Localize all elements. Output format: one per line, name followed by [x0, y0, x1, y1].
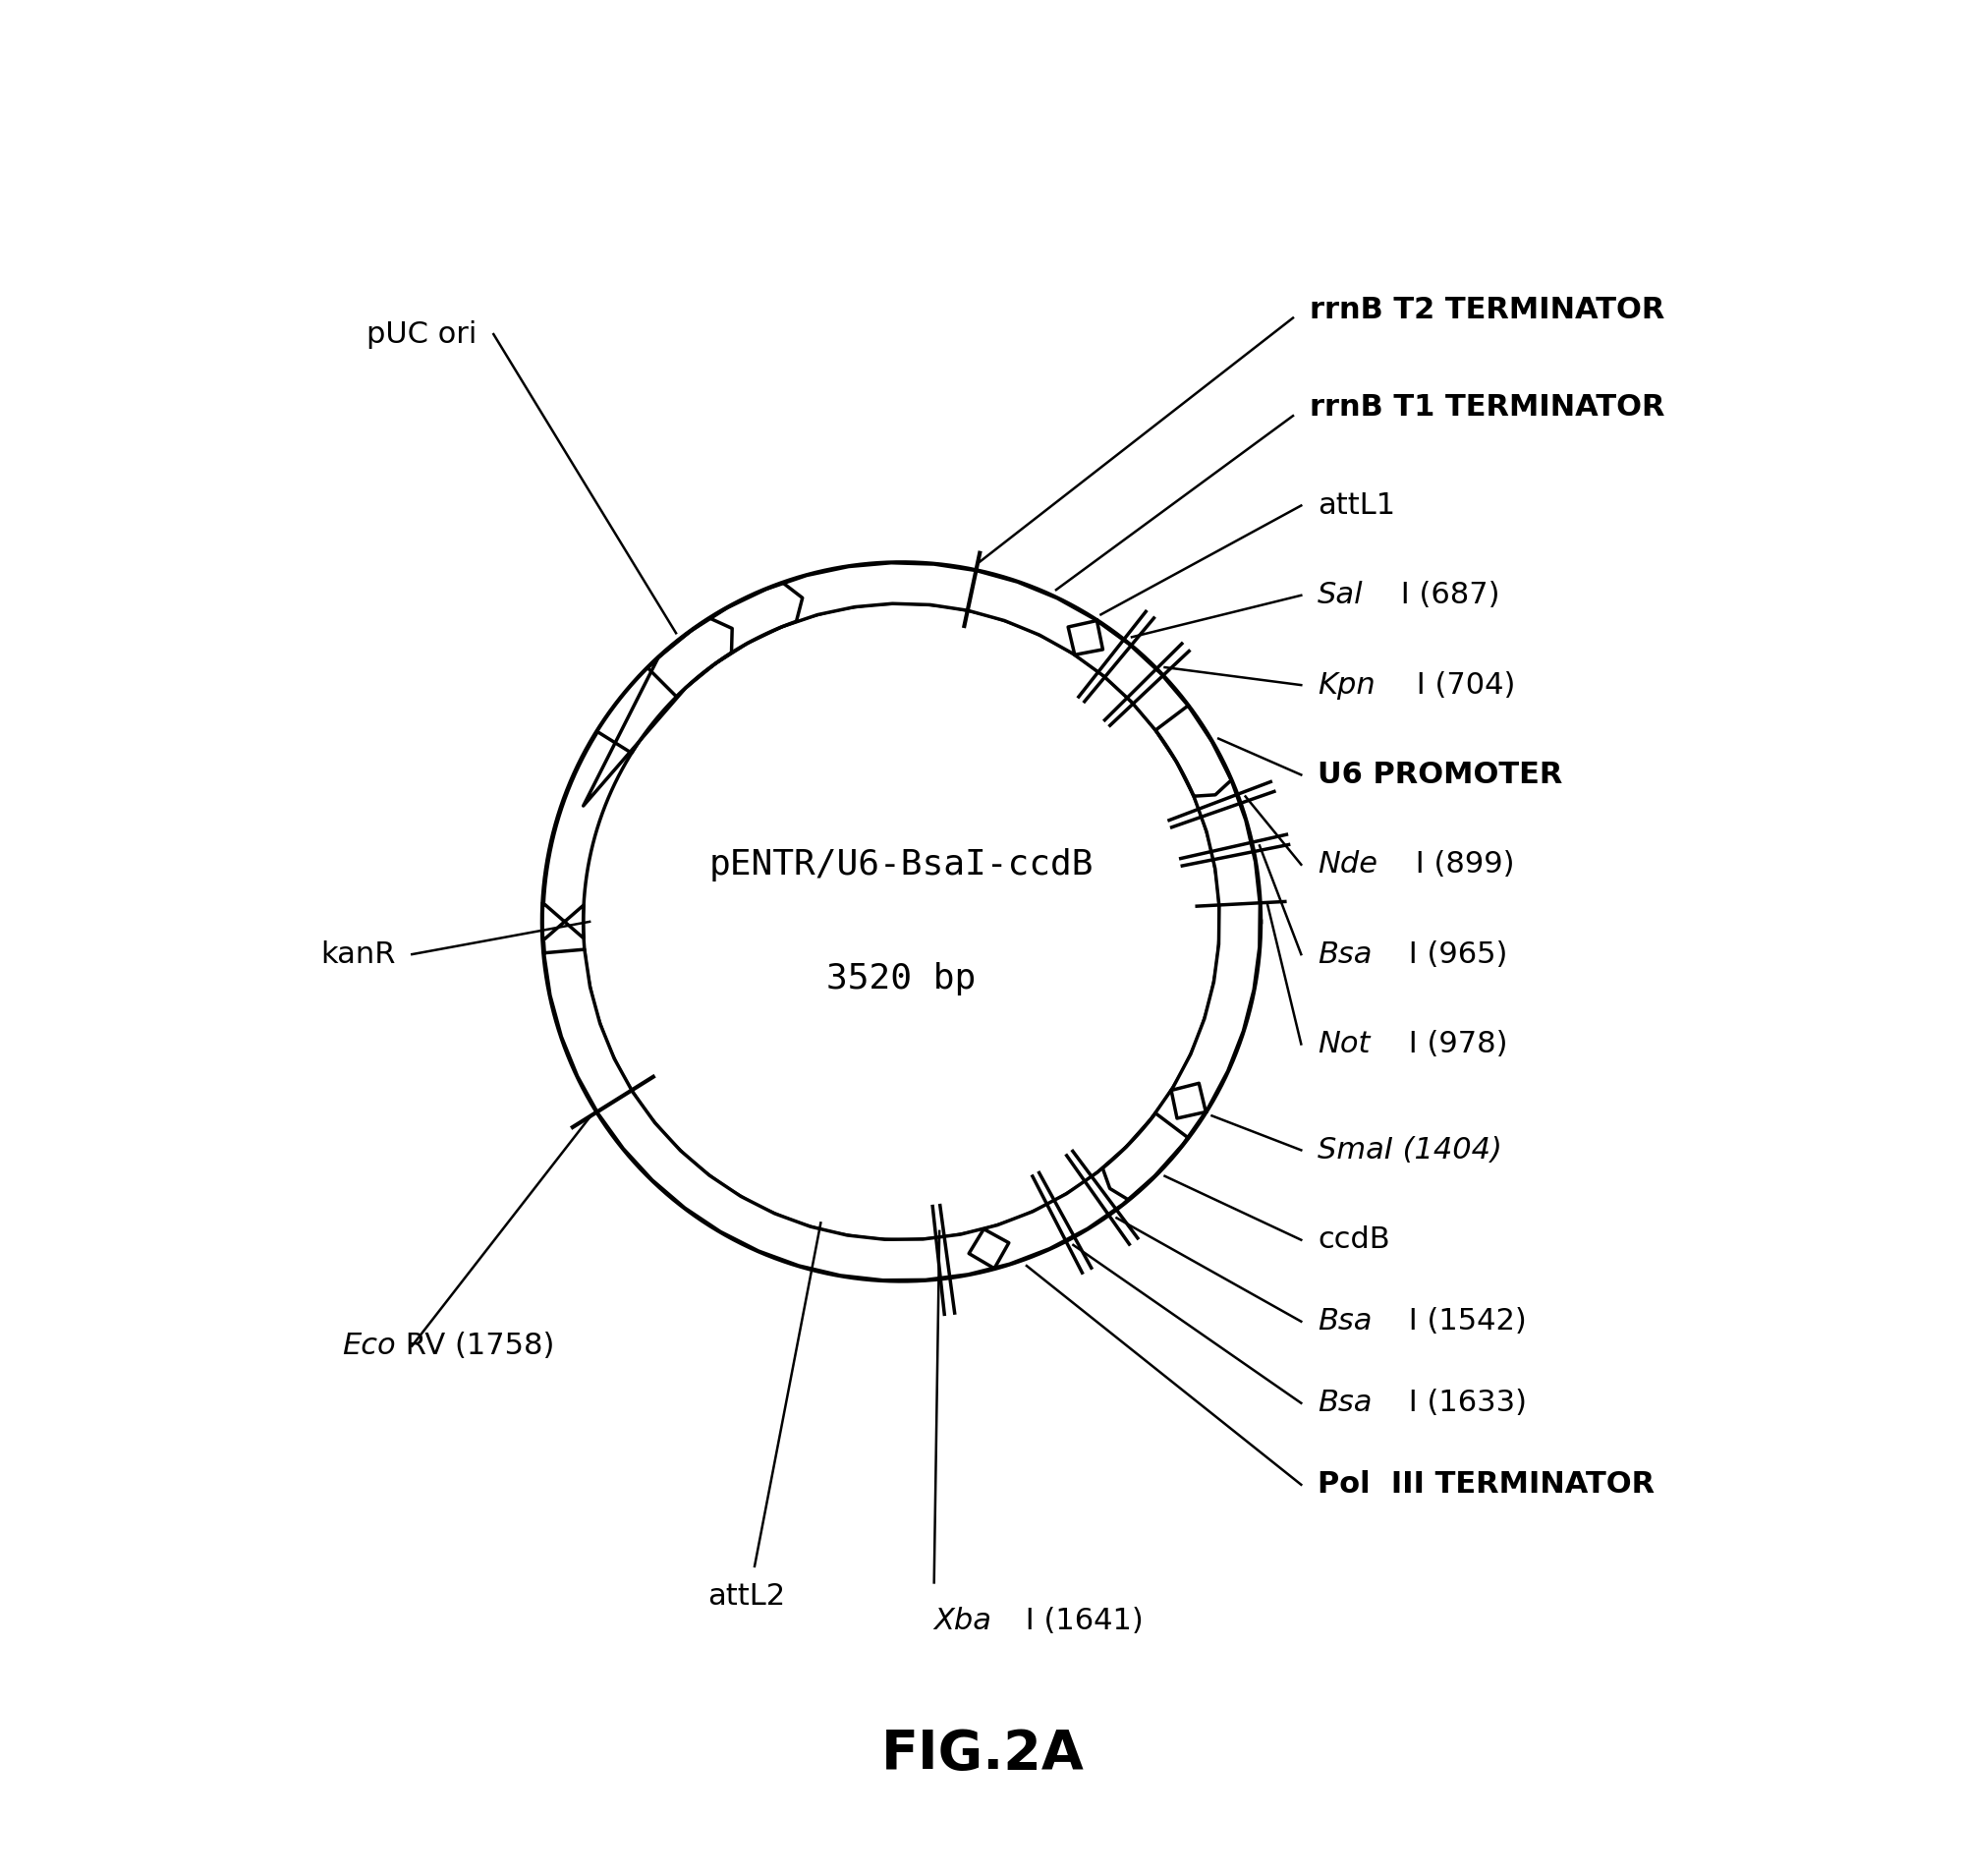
Text: I (704): I (704) [1408, 672, 1516, 700]
Text: Bsa: Bsa [1317, 1388, 1372, 1418]
Text: pENTR/U6-BsaI-ccdB: pENTR/U6-BsaI-ccdB [710, 848, 1093, 882]
Text: I (1633): I (1633) [1400, 1388, 1528, 1418]
Polygon shape [598, 619, 731, 752]
Text: I (965): I (965) [1400, 940, 1508, 968]
Text: Kpn: Kpn [1317, 672, 1374, 700]
Text: pUC ori: pUC ori [368, 321, 478, 349]
Polygon shape [1172, 1082, 1205, 1118]
Text: I (687): I (687) [1390, 582, 1500, 610]
Text: Xba: Xba [934, 1608, 993, 1636]
Text: kanR: kanR [320, 940, 395, 968]
Text: rrnB T2 TERMINATOR: rrnB T2 TERMINATOR [1309, 296, 1665, 325]
Polygon shape [545, 563, 1260, 1279]
Text: Nde: Nde [1317, 850, 1378, 878]
Text: I (978): I (978) [1400, 1030, 1508, 1058]
Polygon shape [1156, 705, 1231, 795]
Text: FIG.2A: FIG.2A [881, 1728, 1085, 1780]
Text: Not: Not [1317, 1030, 1370, 1058]
Text: attL2: attL2 [708, 1583, 784, 1611]
Text: Bsa: Bsa [1317, 940, 1372, 968]
Polygon shape [1068, 621, 1103, 655]
Text: attL1: attL1 [1317, 492, 1396, 520]
Polygon shape [543, 902, 584, 940]
Text: RV (1758): RV (1758) [395, 1332, 554, 1360]
Text: SmaI (1404): SmaI (1404) [1317, 1135, 1502, 1165]
Text: U6 PROMOTER: U6 PROMOTER [1317, 760, 1563, 790]
Text: Sal: Sal [1317, 582, 1362, 610]
Text: I (1641): I (1641) [1016, 1608, 1142, 1636]
Text: Eco: Eco [342, 1332, 395, 1360]
Text: I (1542): I (1542) [1400, 1308, 1526, 1336]
Text: rrnB T1 TERMINATOR: rrnB T1 TERMINATOR [1309, 394, 1665, 422]
Text: Pol  III TERMINATOR: Pol III TERMINATOR [1317, 1471, 1655, 1499]
Polygon shape [969, 1229, 1009, 1268]
Text: I (899): I (899) [1406, 850, 1514, 878]
Text: ccdB: ccdB [1317, 1225, 1390, 1255]
Text: 3520 bp: 3520 bp [826, 962, 977, 996]
Text: Bsa: Bsa [1317, 1308, 1372, 1336]
Polygon shape [1103, 1112, 1187, 1201]
Polygon shape [647, 583, 802, 696]
